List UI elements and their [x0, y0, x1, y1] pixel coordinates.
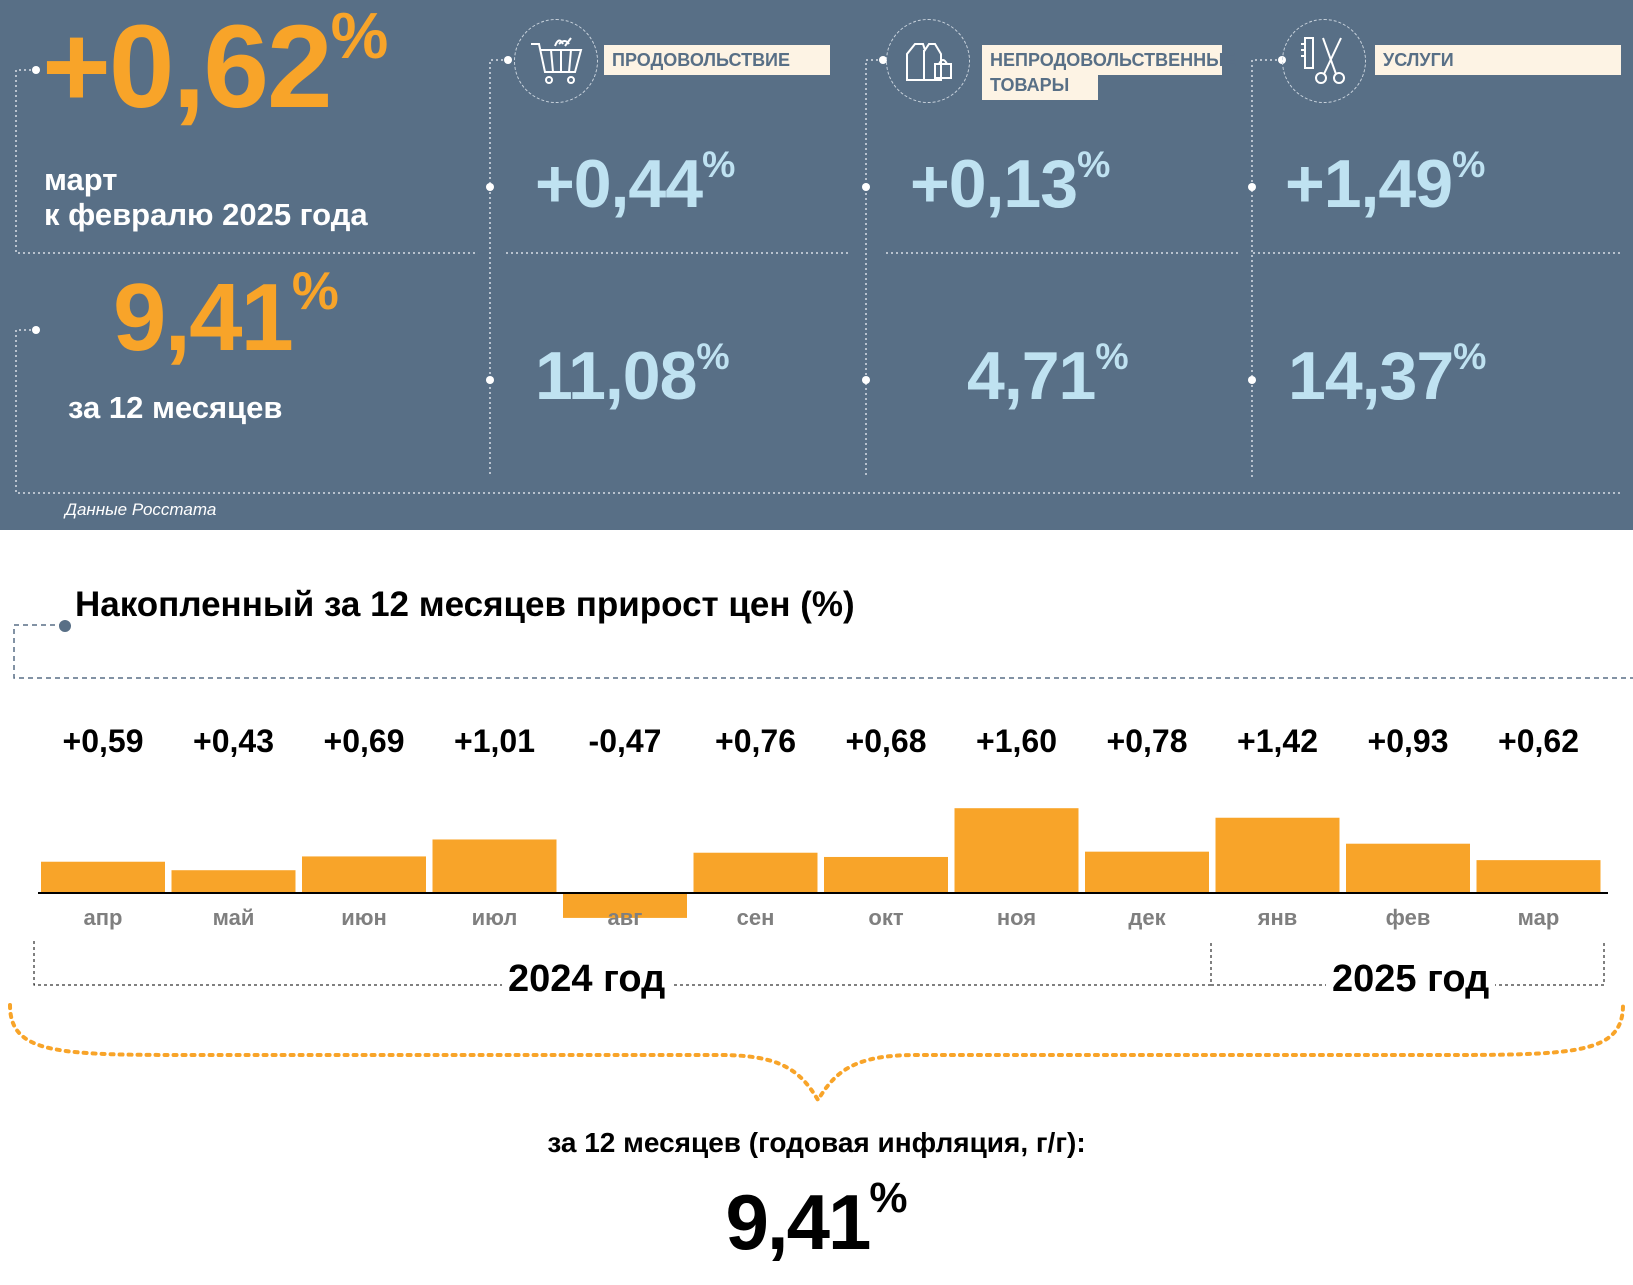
food-monthly-number: +0,44 [535, 146, 703, 222]
panel-connectors [15, 56, 1620, 494]
food-annual-number: 11,08 [535, 338, 697, 414]
annual-summary-value: 9,41% [0, 1177, 1633, 1261]
food-monthly-value: +0,44% [535, 145, 735, 218]
month-label-окт: окт [868, 905, 904, 930]
bar-май [171, 870, 296, 893]
value-label-авг: -0,47 [588, 723, 662, 759]
nonfood-annual-number: 4,71 [967, 338, 1096, 414]
value-label-май: +0,43 [193, 723, 274, 759]
value-label-июн: +0,69 [323, 723, 405, 759]
annual-number: 9,41 [113, 264, 294, 371]
bar-дек [1085, 851, 1209, 893]
source-note: Данные Росстата [65, 500, 217, 519]
annual-label: за 12 месяцев [68, 390, 283, 425]
food-annual-percent: % [696, 335, 730, 377]
annual-summary-percent: % [869, 1174, 908, 1222]
bar-фев [1346, 843, 1470, 893]
value-label-мар: +0,62 [1498, 723, 1579, 759]
month-label-ноя: ноя [996, 905, 1037, 930]
services-monthly-number: +1,49 [1285, 146, 1453, 222]
chart-decorations [8, 620, 1633, 1104]
monthly-label-line2: к февралю 2025 года [44, 197, 368, 232]
value-label-фев: +0,93 [1367, 723, 1449, 759]
nonfood-annual-percent: % [1095, 335, 1129, 377]
bar-окт [824, 856, 948, 893]
month-label-авг: авг [607, 905, 643, 930]
month-label-апр: апр [83, 905, 123, 930]
monthly-number: +0,62 [42, 1, 333, 133]
value-label-сен: +0,76 [715, 723, 796, 759]
category-label-food: ПРОДОВОЛЬСТВИЕ [604, 45, 830, 75]
monthly-label-line1: март [44, 162, 118, 197]
month-label-май: май [212, 905, 255, 930]
month-label-фев: фев [1385, 905, 1431, 930]
brace-connector [8, 1003, 1625, 1104]
value-label-янв: +1,42 [1237, 723, 1318, 759]
category-label-nonfood-line2: ТОВАРЫ [982, 70, 1098, 100]
bar-chart [38, 808, 1608, 918]
year-2024-label: 2024 год [502, 958, 672, 1001]
scissors-comb-icon [1282, 19, 1366, 103]
annual-percent-sign: % [291, 262, 339, 321]
month-label-сен: сен [736, 905, 775, 930]
nonfood-monthly-number: +0,13 [910, 146, 1078, 222]
value-label-июл: +1,01 [454, 723, 535, 759]
month-label-янв: янв [1257, 905, 1298, 930]
monthly-percent-sign: % [330, 0, 389, 72]
bar-апр [41, 861, 165, 893]
annual-inflation-value: 9,41% [113, 265, 339, 366]
month-label-дек: дек [1128, 905, 1166, 930]
clothes-bag-icon [886, 19, 970, 103]
month-label-июн: июн [341, 905, 387, 930]
monthly-inflation-value: +0,62% [42, 3, 388, 126]
nonfood-monthly-value: +0,13% [910, 145, 1110, 218]
value-label-дек: +0,78 [1106, 723, 1188, 759]
food-monthly-percent: % [702, 143, 736, 185]
bar-ноя [954, 808, 1079, 893]
annual-summary-number: 9,41 [725, 1178, 872, 1266]
bar-июн [302, 856, 426, 893]
value-label-ноя: +1,60 [976, 723, 1057, 759]
services-annual-value: 14,37% [1288, 337, 1486, 410]
category-label-services: УСЛУГИ [1375, 45, 1621, 75]
year-2025-label: 2025 год [1326, 958, 1496, 1001]
bar-июл [432, 839, 557, 893]
value-label-апр: +0,59 [62, 723, 144, 759]
annual-caption: за 12 месяцев (годовая инфляция, г/г): [547, 1127, 1086, 1158]
services-monthly-percent: % [1452, 143, 1486, 185]
summary-panel: +0,62% март к февралю 2025 года 9,41% за… [0, 0, 1633, 530]
bar-сен [693, 852, 818, 893]
bar-мар [1476, 860, 1601, 893]
value-label-окт: +0,68 [845, 723, 927, 759]
services-monthly-value: +1,49% [1285, 145, 1485, 218]
month-label-июл: июл [471, 905, 518, 930]
chart-title: Накопленный за 12 месяцев прирост цен (%… [75, 585, 855, 624]
nonfood-monthly-percent: % [1077, 143, 1111, 185]
bar-янв [1215, 817, 1340, 893]
nonfood-annual-value: 4,71% [967, 337, 1129, 410]
shopping-cart-icon [514, 19, 598, 103]
food-annual-value: 11,08% [535, 337, 730, 410]
services-annual-number: 14,37 [1288, 338, 1454, 414]
month-label-мар: мар [1517, 905, 1560, 930]
services-annual-percent: % [1453, 335, 1487, 377]
bar-авг [563, 893, 687, 918]
